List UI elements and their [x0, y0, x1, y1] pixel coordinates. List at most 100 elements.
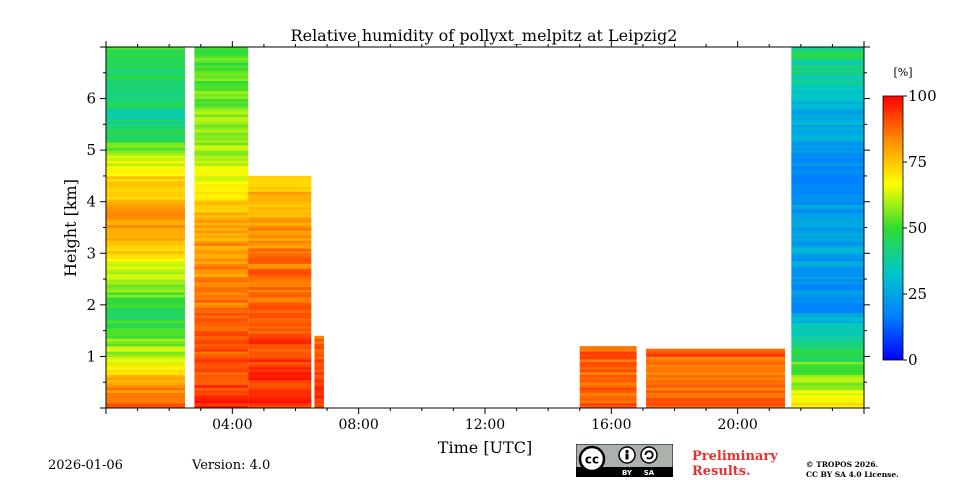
- humidity-cell: [248, 361, 312, 365]
- humidity-cell: [248, 201, 312, 205]
- humidity-cell: [791, 165, 864, 169]
- humidity-cell: [791, 240, 864, 244]
- humidity-cell: [248, 191, 312, 195]
- humidity-cell: [194, 204, 249, 208]
- humidity-cell: [194, 183, 249, 187]
- humidity-cell: [791, 183, 864, 187]
- humidity-cell: [248, 330, 312, 334]
- humidity-cell: [791, 67, 864, 71]
- humidity-cell: [194, 328, 249, 332]
- humidity-cell: [194, 103, 249, 107]
- humidity-cell: [579, 400, 637, 404]
- humidity-cell: [248, 312, 312, 316]
- humidity-cell: [314, 364, 324, 368]
- humidity-cell: [646, 392, 786, 396]
- humidity-cell: [194, 348, 249, 352]
- humidity-cell: [646, 377, 786, 381]
- humidity-cell: [791, 77, 864, 81]
- humidity-cell: [194, 142, 249, 146]
- humidity-cell: [106, 286, 185, 290]
- y-tick-label: 5: [86, 141, 96, 159]
- humidity-cell: [791, 343, 864, 347]
- humidity-cell: [248, 366, 312, 370]
- humidity-cell: [646, 389, 786, 393]
- humidity-cell: [791, 52, 864, 56]
- humidity-cell: [194, 284, 249, 288]
- humidity-cell: [791, 335, 864, 339]
- humidity-cell: [791, 258, 864, 262]
- humidity-cell: [106, 191, 185, 195]
- humidity-cell: [248, 364, 312, 368]
- cc-by-sa-badge[interactable]: cc BY SA: [576, 444, 673, 477]
- humidity-cell: [106, 103, 185, 107]
- humidity-cell: [791, 121, 864, 125]
- humidity-cell: [194, 307, 249, 311]
- humidity-cell: [194, 126, 249, 130]
- humidity-cell: [579, 366, 637, 370]
- humidity-cell: [194, 134, 249, 138]
- humidity-cell: [791, 163, 864, 167]
- humidity-cell: [791, 253, 864, 257]
- humidity-cell: [106, 397, 185, 401]
- humidity-cell: [194, 351, 249, 355]
- humidity-cell: [314, 366, 324, 370]
- humidity-cell: [791, 338, 864, 342]
- humidity-cell: [248, 310, 312, 313]
- humidity-cell: [106, 70, 185, 74]
- x-tick-label: 04:00: [212, 417, 252, 433]
- humidity-cell: [194, 199, 249, 203]
- copyright-line-2: CC BY SA 4.0 License.: [806, 470, 899, 479]
- humidity-cell: [106, 152, 185, 156]
- humidity-cell: [194, 402, 249, 406]
- humidity-cell: [248, 235, 312, 239]
- humidity-cell: [106, 139, 185, 143]
- humidity-cell: [791, 405, 864, 409]
- humidity-cell: [579, 379, 637, 383]
- humidity-cell: [106, 320, 185, 324]
- humidity-cell: [106, 224, 185, 228]
- humidity-cell: [194, 224, 249, 228]
- x-tick-label: 08:00: [338, 417, 378, 433]
- humidity-cell: [791, 62, 864, 66]
- humidity-cell: [791, 59, 864, 63]
- humidity-cell: [106, 317, 185, 321]
- humidity-cell: [791, 101, 864, 105]
- sa-label: SA: [644, 469, 655, 477]
- humidity-cell: [194, 294, 249, 298]
- humidity-cell: [194, 201, 249, 205]
- humidity-cell: [106, 98, 185, 102]
- humidity-cell: [791, 304, 864, 308]
- humidity-cell: [194, 253, 249, 257]
- humidity-cell: [106, 325, 185, 329]
- humidity-cell: [194, 80, 249, 84]
- colorbar-tick-label: 50: [908, 219, 927, 237]
- humidity-cell: [106, 302, 185, 306]
- humidity-cell: [791, 70, 864, 74]
- humidity-cell: [248, 273, 312, 277]
- humidity-cell: [248, 279, 312, 283]
- humidity-cell: [248, 302, 312, 306]
- humidity-cell: [791, 351, 864, 355]
- humidity-cell: [248, 307, 312, 311]
- humidity-cell: [194, 222, 249, 226]
- humidity-cell: [194, 338, 249, 342]
- humidity-cell: [106, 402, 185, 406]
- humidity-cell: [791, 142, 864, 146]
- humidity-cell: [791, 137, 864, 141]
- humidity-cell: [248, 181, 312, 185]
- humidity-cell: [194, 160, 249, 164]
- humidity-cell: [248, 299, 312, 303]
- x-tick-label: 20:00: [717, 417, 757, 433]
- humidity-cell: [106, 387, 185, 391]
- humidity-cell: [194, 62, 249, 66]
- humidity-cell: [106, 88, 185, 92]
- humidity-cell: [194, 186, 249, 190]
- y-tick-label: 6: [86, 90, 96, 108]
- humidity-cell: [194, 379, 249, 383]
- humidity-cell: [314, 346, 324, 350]
- humidity-cell: [314, 389, 324, 393]
- humidity-cell: [194, 237, 249, 241]
- humidity-cell: [646, 361, 786, 365]
- humidity-cell: [106, 348, 185, 352]
- humidity-cell: [791, 119, 864, 123]
